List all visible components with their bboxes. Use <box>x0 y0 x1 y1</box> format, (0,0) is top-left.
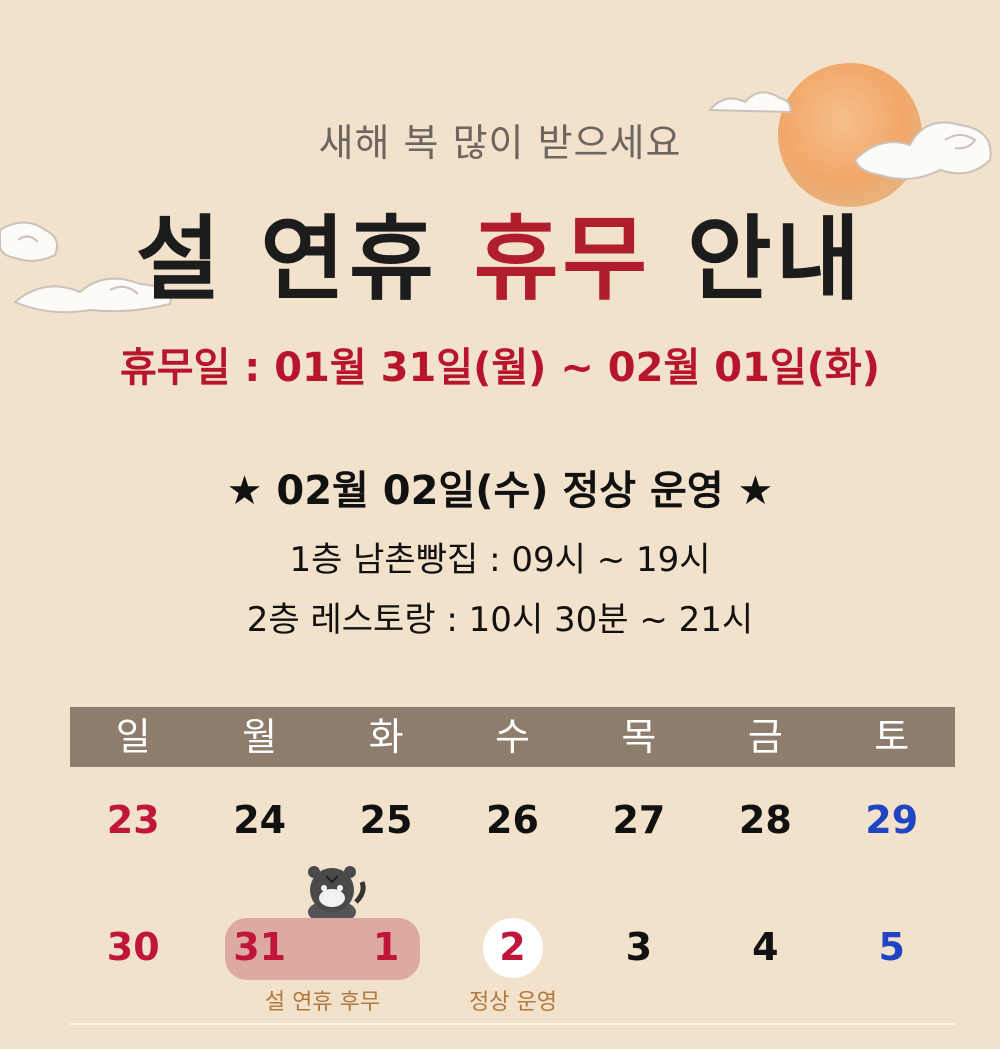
weekday-wed: 수 <box>494 715 530 759</box>
weekday-thu: 목 <box>621 715 657 759</box>
normal-operation-day-highlight <box>483 918 543 978</box>
calendar-day: 26 <box>486 798 539 842</box>
title-part1: 설 연휴 <box>135 206 474 313</box>
greeting-subtitle: 새해 복 많이 받으세요 <box>318 121 682 165</box>
title-part2: 안내 <box>650 206 865 313</box>
divider <box>70 1023 955 1025</box>
tiger-icon <box>308 866 366 924</box>
weekday-fri: 금 <box>747 715 783 759</box>
calendar-day: 24 <box>233 798 287 842</box>
calendar-week-1: 23 24 25 26 27 28 29 <box>70 798 955 842</box>
normal-operation-notice: ★ 02월 02일(수) 정상 운영 ★ <box>226 468 774 514</box>
page-title: 설 연휴 휴무 안내 <box>0 185 1000 318</box>
title-highlight: 휴무 <box>473 206 651 313</box>
calendar-day-normal: 2 <box>499 925 526 969</box>
holiday-range-highlight <box>225 918 420 980</box>
calendar-day: 27 <box>612 798 666 842</box>
floor1-hours: 1층 남촌빵집 : 09시 ~ 19시 <box>289 540 711 580</box>
calendar-day: 23 <box>106 798 160 842</box>
weekday-tue: 화 <box>368 715 404 759</box>
floor2-hours: 2층 레스토랑 : 10시 30분 ~ 21시 <box>246 600 754 640</box>
calendar-day: 30 <box>106 925 160 969</box>
holiday-label: 설 연휴 후무 <box>264 990 381 1015</box>
calendar-week-2: 30 31 1 2 3 4 5 <box>70 925 955 969</box>
cloud-icon <box>13 277 172 314</box>
normal-operation-label: 정상 운영 <box>469 990 557 1015</box>
calendar-day: 5 <box>878 925 905 969</box>
calendar-day: 3 <box>625 925 653 969</box>
weekday-mon: 월 <box>242 715 278 759</box>
cloud-icon <box>0 221 58 262</box>
calendar-day: 25 <box>359 798 413 842</box>
calendar-day-holiday: 31 <box>233 925 287 969</box>
weekday-sun: 일 <box>115 715 151 759</box>
closure-dates: 휴무일 : 01월 31일(월) ~ 02월 01일(화) <box>119 345 881 391</box>
calendar-day: 28 <box>738 798 792 842</box>
calendar-day-holiday: 1 <box>372 925 400 969</box>
cloud-icon <box>707 91 792 114</box>
cloud-icon <box>853 121 992 180</box>
weekday-sat: 토 <box>874 715 910 759</box>
calendar-day: 29 <box>865 798 919 842</box>
calendar-weekday-header: 일 월 화 수 목 금 토 <box>70 707 955 767</box>
calendar-day: 4 <box>752 925 779 969</box>
